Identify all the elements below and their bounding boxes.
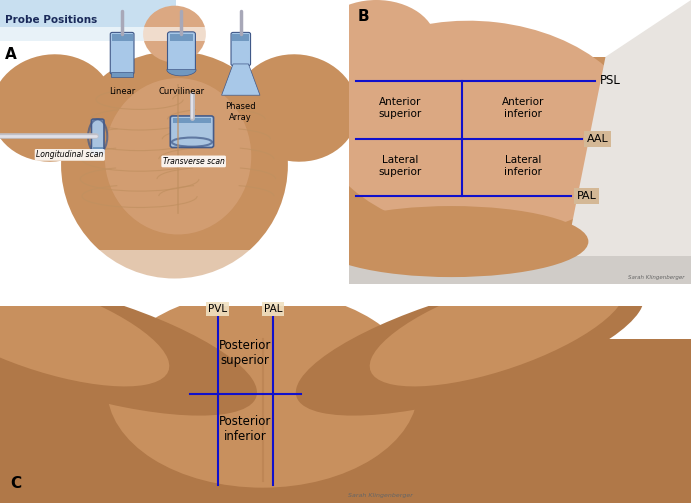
Ellipse shape (143, 6, 206, 62)
Text: Posterior
superior: Posterior superior (219, 339, 272, 367)
Ellipse shape (107, 291, 418, 488)
Ellipse shape (317, 21, 641, 235)
FancyBboxPatch shape (91, 119, 104, 154)
Text: B: B (357, 9, 369, 24)
Bar (0, 27, 349, 41)
Text: Posterior
inferior: Posterior inferior (219, 414, 272, 443)
Bar (349, 0, 691, 51)
Text: Lateral
superior: Lateral superior (379, 155, 422, 177)
FancyBboxPatch shape (167, 32, 196, 72)
Ellipse shape (314, 206, 588, 277)
Text: Anterior
inferior: Anterior inferior (502, 97, 545, 119)
Text: Sarah Klingenberger: Sarah Klingenberger (627, 275, 684, 280)
Polygon shape (222, 64, 260, 95)
Bar (0, 284, 691, 339)
Bar (0, 284, 691, 306)
Text: PAL: PAL (576, 191, 596, 201)
Ellipse shape (0, 54, 114, 162)
Ellipse shape (104, 78, 252, 234)
Text: Sarah Klingenberger: Sarah Klingenberger (348, 492, 413, 497)
Ellipse shape (370, 270, 625, 386)
Bar (93, 147, 102, 152)
Text: AAL: AAL (587, 134, 609, 144)
Bar (349, 0, 691, 57)
Ellipse shape (235, 54, 358, 162)
FancyBboxPatch shape (231, 32, 251, 66)
Bar (169, 34, 193, 41)
Ellipse shape (296, 275, 644, 415)
Polygon shape (167, 69, 196, 76)
Text: PAL: PAL (264, 304, 282, 314)
Bar (111, 71, 133, 77)
Ellipse shape (214, 283, 311, 338)
Text: Transverse scan: Transverse scan (163, 157, 225, 166)
Text: Anterior
superior: Anterior superior (379, 97, 422, 119)
Bar (0, 295, 691, 339)
Text: C: C (10, 476, 21, 491)
Text: Probe Positions: Probe Positions (6, 16, 97, 26)
Text: Longitudinal scan: Longitudinal scan (36, 150, 104, 159)
Ellipse shape (0, 270, 169, 386)
FancyBboxPatch shape (170, 116, 214, 147)
Polygon shape (571, 0, 691, 284)
FancyBboxPatch shape (111, 32, 134, 74)
Text: Curvilinear: Curvilinear (158, 87, 205, 96)
Ellipse shape (316, 0, 436, 86)
Ellipse shape (0, 275, 257, 415)
Text: Linear: Linear (109, 87, 135, 96)
FancyBboxPatch shape (0, 0, 176, 41)
Bar (112, 34, 133, 41)
Bar (232, 34, 249, 41)
Text: PSL: PSL (600, 74, 621, 88)
Text: PVL: PVL (208, 304, 227, 314)
Bar (173, 118, 211, 123)
Bar (0, 250, 349, 284)
Bar (349, 256, 691, 284)
Text: A: A (6, 47, 17, 62)
Ellipse shape (61, 51, 288, 279)
Text: Phased
Array: Phased Array (225, 102, 256, 122)
Text: Lateral
inferior: Lateral inferior (504, 155, 542, 177)
